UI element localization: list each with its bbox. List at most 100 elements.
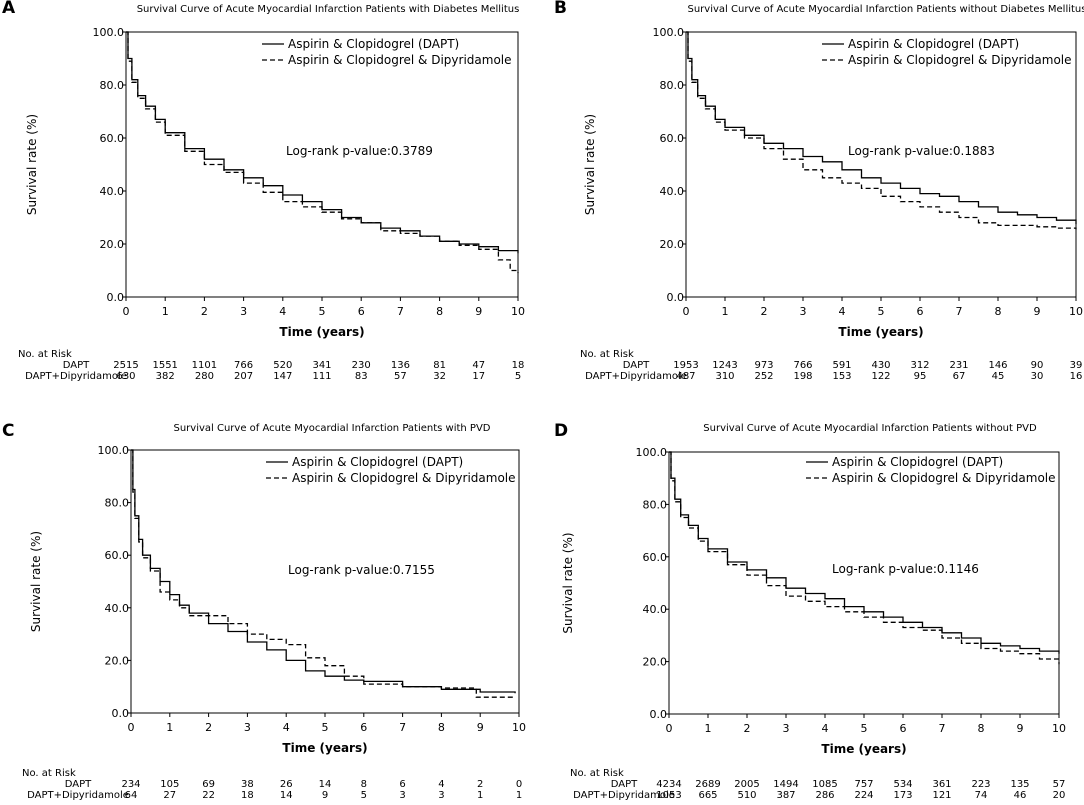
risk-value: 147: [273, 371, 292, 382]
y-tick-label: 100.0: [93, 26, 125, 39]
risk-value: 6: [399, 779, 405, 790]
risk-value: 136: [391, 360, 410, 371]
chart-title: Survival Curve of Acute Myocardial Infar…: [173, 423, 490, 434]
risk-value: 46: [1014, 790, 1027, 801]
risk-value: 1243: [712, 360, 737, 371]
x-tick-label: 8: [995, 305, 1002, 318]
risk-value: 4234: [656, 779, 681, 790]
risk-value: 4: [438, 779, 444, 790]
risk-table-header: No. at Risk: [580, 349, 634, 360]
x-tick-label: 0: [123, 305, 130, 318]
risk-table-header: No. at Risk: [22, 768, 76, 779]
y-tick-label: 40.0: [643, 603, 668, 616]
risk-value: 198: [793, 371, 812, 382]
risk-value: 361: [932, 779, 951, 790]
risk-value: 224: [854, 790, 873, 801]
survival-curve-dapt-dipyridamole: [131, 449, 516, 698]
risk-value: 121: [932, 790, 951, 801]
risk-value: 57: [1053, 779, 1066, 790]
y-tick-label: 100.0: [98, 444, 130, 457]
x-tick-label: 10: [1069, 305, 1083, 318]
risk-value: 2: [477, 779, 483, 790]
chart-title: Survival Curve of Acute Myocardial Infar…: [688, 4, 1084, 15]
risk-value: 665: [698, 790, 717, 801]
risk-value: 83: [355, 371, 368, 382]
y-tick-label: 40.0: [660, 185, 685, 198]
risk-row-label: DAPT: [623, 360, 650, 371]
risk-value: 1085: [812, 779, 837, 790]
risk-value: 591: [832, 360, 851, 371]
risk-row-label: DAPT+Dipyridamole: [585, 371, 687, 382]
x-tick-label: 1: [705, 722, 712, 735]
x-tick-label: 3: [800, 305, 807, 318]
risk-value: 173: [893, 790, 912, 801]
x-tick-label: 7: [939, 722, 946, 735]
y-tick-label: 80.0: [100, 79, 125, 92]
risk-value: 74: [975, 790, 988, 801]
x-tick-label: 0: [128, 721, 135, 734]
x-tick-label: 5: [861, 722, 868, 735]
risk-value: 18: [241, 790, 254, 801]
risk-value: 122: [871, 371, 890, 382]
x-tick-label: 7: [397, 305, 404, 318]
x-tick-label: 5: [878, 305, 885, 318]
risk-value: 5: [515, 371, 521, 382]
y-axis-label: Survival rate (%): [29, 531, 43, 632]
risk-value: 90: [1031, 360, 1044, 371]
risk-row-label: DAPT+Dipyridamole: [25, 371, 127, 382]
risk-value: 153: [832, 371, 851, 382]
y-tick-label: 80.0: [660, 79, 685, 92]
risk-value: 231: [949, 360, 968, 371]
risk-value: 105: [160, 779, 179, 790]
y-tick-label: 0.0: [650, 708, 668, 721]
risk-value: 341: [312, 360, 331, 371]
risk-value: 2515: [113, 360, 138, 371]
panel-c: C Survival Curve of Acute Myocardial Infa…: [2, 421, 526, 801]
risk-row-label: DAPT: [65, 779, 92, 790]
risk-value: 9: [322, 790, 328, 801]
plot-frame: [125, 31, 519, 298]
panel-letter: A: [2, 0, 16, 18]
x-tick-label: 10: [512, 721, 526, 734]
risk-value: 1: [516, 790, 522, 801]
risk-value: 64: [125, 790, 138, 801]
x-tick-label: 7: [399, 721, 406, 734]
risk-value: 18: [512, 360, 525, 371]
risk-value: 32: [433, 371, 446, 382]
legend-label: Aspirin & Clopidogrel & Dipyridamole: [292, 471, 516, 485]
panel-d: D Survival Curve of Acute Myocardial Infa…: [554, 421, 1066, 801]
risk-value: 430: [871, 360, 890, 371]
logrank-annotation: Log-rank p-value:0.7155: [288, 563, 435, 577]
x-axis-label: Time (years): [838, 325, 923, 339]
risk-value: 2005: [734, 779, 759, 790]
risk-value: 69: [202, 779, 215, 790]
risk-value: 8: [361, 779, 367, 790]
x-axis-label: Time (years): [282, 741, 367, 755]
risk-value: 234: [121, 779, 140, 790]
risk-value: 312: [910, 360, 929, 371]
risk-value: 81: [433, 360, 446, 371]
risk-value: 14: [319, 779, 332, 790]
x-tick-label: 8: [438, 721, 445, 734]
x-tick-label: 3: [244, 721, 251, 734]
x-tick-label: 10: [511, 305, 525, 318]
x-tick-label: 2: [761, 305, 768, 318]
risk-row-label: DAPT: [63, 360, 90, 371]
plot-frame: [685, 31, 1077, 298]
risk-value: 1551: [152, 360, 177, 371]
y-axis-label: Survival rate (%): [583, 114, 597, 215]
legend-label: Aspirin & Clopidogrel & Dipyridamole: [848, 53, 1072, 67]
risk-value: 280: [195, 371, 214, 382]
risk-value: 1101: [192, 360, 217, 371]
y-tick-label: 0.0: [667, 291, 685, 304]
x-tick-label: 1: [166, 721, 173, 734]
risk-value: 67: [953, 371, 966, 382]
y-tick-label: 60.0: [660, 132, 685, 145]
risk-value: 252: [754, 371, 773, 382]
risk-value: 534: [893, 779, 912, 790]
risk-value: 630: [116, 371, 135, 382]
risk-value: 20: [1053, 790, 1066, 801]
risk-value: 57: [394, 371, 407, 382]
risk-value: 1: [477, 790, 483, 801]
risk-value: 382: [156, 371, 175, 382]
